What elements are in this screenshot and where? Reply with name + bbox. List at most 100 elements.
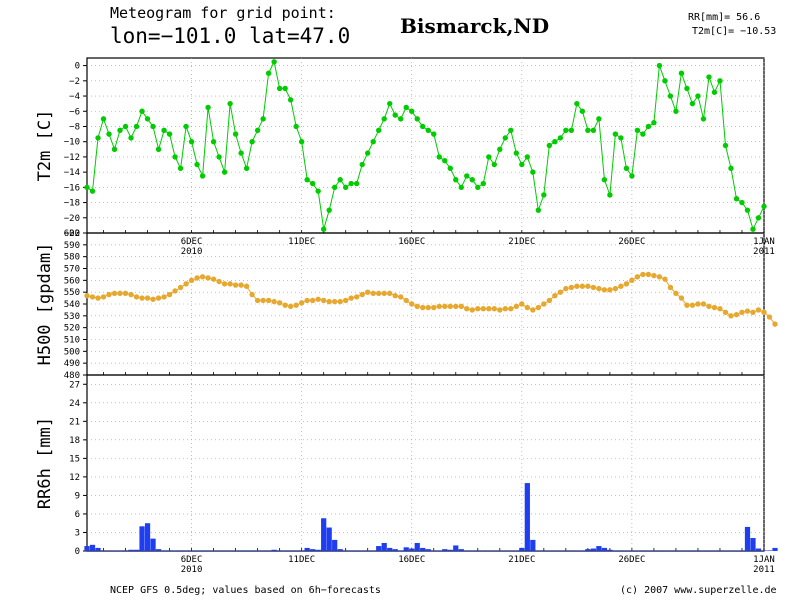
h500-data-point bbox=[733, 311, 740, 318]
rr6h-bar bbox=[271, 549, 277, 551]
t2m-data-point bbox=[260, 116, 266, 122]
t2m-data-point bbox=[425, 127, 431, 133]
h500-data-point bbox=[188, 277, 195, 284]
t2m-data-point bbox=[392, 112, 398, 118]
h500-data-point bbox=[287, 303, 294, 310]
h500-data-point bbox=[249, 291, 255, 298]
t2m-ytick-label: −6 bbox=[69, 107, 80, 117]
t2m-data-point bbox=[348, 180, 354, 187]
rr6h-bar bbox=[139, 526, 145, 551]
rr6h-bar bbox=[227, 550, 233, 551]
t2m-data-point bbox=[221, 169, 228, 175]
h500-data-point bbox=[409, 301, 415, 307]
t2m-data-point bbox=[684, 85, 690, 92]
rr6h-bar bbox=[188, 550, 195, 551]
h500-data-point bbox=[612, 285, 619, 292]
t2m-data-point bbox=[733, 196, 740, 202]
rr6h-bar bbox=[442, 549, 448, 551]
h500-data-point bbox=[293, 302, 299, 308]
rr6h-bar bbox=[111, 550, 118, 551]
rr-total-readout: RR[mm]= 56.6 bbox=[688, 12, 761, 23]
t2m-data-point bbox=[579, 108, 586, 114]
rr6h-bar bbox=[535, 550, 541, 551]
h500-data-point bbox=[750, 309, 756, 315]
t2m-panel-frame bbox=[86, 57, 765, 234]
h500-data-point bbox=[431, 304, 437, 311]
t2m-data-point bbox=[700, 116, 707, 122]
rr6h-bar bbox=[117, 550, 123, 551]
rr6h-bar bbox=[282, 550, 288, 551]
t2m-ytick-label: −4 bbox=[69, 92, 80, 102]
h500-data-point bbox=[568, 284, 575, 291]
t2m-ytick-label: 0 bbox=[75, 62, 80, 72]
h500-data-point bbox=[623, 281, 630, 287]
t2m-data-point bbox=[678, 70, 685, 76]
t2m-data-point bbox=[177, 165, 184, 172]
h500-ytick-label: 560 bbox=[64, 276, 80, 286]
rr6h-bar bbox=[486, 550, 492, 551]
h500-data-point bbox=[497, 307, 503, 313]
h500-data-point bbox=[706, 303, 712, 310]
rr6h-bar bbox=[255, 550, 261, 551]
t2m-xtick-label: 11DEC bbox=[288, 237, 315, 247]
t2m-data-point bbox=[376, 127, 382, 133]
t2m-series-line bbox=[86, 60, 765, 231]
t2m-data-point bbox=[601, 177, 608, 183]
h500-data-point bbox=[403, 297, 409, 304]
rr6h-bar bbox=[387, 547, 393, 551]
t2m-ytick-label: −18 bbox=[64, 199, 80, 209]
t2m-data-point bbox=[524, 154, 531, 160]
rr6h-bar bbox=[546, 550, 552, 551]
rr6h-bar bbox=[706, 550, 712, 551]
h500-data-point bbox=[177, 284, 184, 291]
t2m-data-point bbox=[541, 192, 547, 198]
h500-data-point bbox=[348, 295, 354, 301]
t2m-data-point bbox=[243, 165, 250, 172]
rr6h-bar bbox=[365, 550, 371, 551]
rr6h-ytick-label: 6 bbox=[75, 510, 80, 520]
h500-data-point bbox=[656, 274, 663, 280]
rr6h-bar bbox=[150, 538, 156, 551]
h500-data-point bbox=[398, 294, 404, 300]
rr6h-bar bbox=[431, 550, 437, 551]
rr6h-bar bbox=[166, 550, 173, 551]
t2m-data-point bbox=[106, 131, 112, 137]
rr6h-ytick-label: 0 bbox=[75, 547, 80, 557]
rr6h-bar bbox=[524, 483, 530, 551]
h500-ytick-label: 540 bbox=[64, 300, 80, 310]
t2m-data-point bbox=[315, 188, 321, 194]
t2m-xtick-label: 26DEC bbox=[618, 237, 645, 247]
rr6h-bar bbox=[359, 550, 365, 551]
t2m-data-point bbox=[326, 207, 332, 213]
rr6h-bar bbox=[299, 550, 305, 551]
h500-data-point bbox=[370, 290, 376, 297]
rr6h-bar bbox=[574, 550, 580, 551]
t2m-data-point bbox=[287, 97, 294, 103]
t2m-data-point bbox=[150, 123, 156, 130]
t2m-data-point bbox=[546, 142, 553, 149]
rr6h-bar bbox=[122, 550, 129, 551]
t2m-data-point bbox=[728, 165, 734, 172]
rr6h-bar bbox=[656, 550, 663, 551]
rr6h-bar bbox=[414, 542, 420, 551]
rr6h-bar bbox=[662, 550, 668, 551]
h500-data-point bbox=[337, 298, 343, 305]
t2m-current-readout: T2m[C]= −10.53 bbox=[692, 26, 777, 37]
rr6h-bar bbox=[695, 550, 701, 551]
rr6h-bar bbox=[420, 547, 426, 551]
rr6h-ytick-label: 21 bbox=[69, 417, 80, 427]
rr6h-bar bbox=[447, 549, 453, 551]
h500-data-point bbox=[106, 291, 112, 298]
t2m-data-point bbox=[249, 138, 255, 145]
h500-data-point bbox=[365, 289, 371, 295]
rr6h-bar bbox=[519, 547, 525, 551]
t2m-ytick-label: −22 bbox=[64, 229, 80, 239]
h500-data-point bbox=[238, 282, 244, 288]
t2m-data-point bbox=[133, 123, 140, 130]
rr6h-bar bbox=[541, 550, 547, 551]
t2m-data-point bbox=[254, 127, 261, 133]
t2m-data-point bbox=[634, 127, 641, 133]
t2m-data-point bbox=[464, 173, 470, 179]
t2m-data-point bbox=[205, 104, 211, 111]
h500-data-point bbox=[678, 295, 685, 301]
